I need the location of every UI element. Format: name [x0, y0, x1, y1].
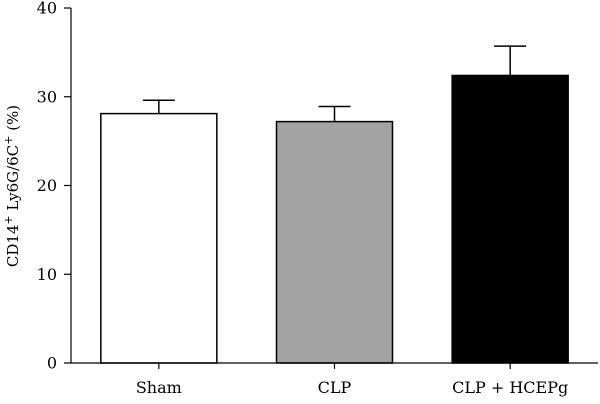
x-category-label: Sham	[136, 378, 182, 397]
y-tick-label: 20	[37, 176, 57, 195]
bar-sham	[100, 112, 218, 364]
bar-clp-hcepg	[451, 74, 569, 364]
y-tick-label: 10	[37, 265, 57, 284]
x-category-label: CLP	[318, 378, 352, 397]
x-category-label: CLP + HCEPg	[452, 378, 568, 397]
labels-layer: Sham CLP CLP + HCEPg 0 10 20 30 40	[37, 0, 569, 397]
y-tick-label: 30	[37, 87, 57, 106]
axes-layer	[64, 7, 598, 369]
bar-clp	[275, 120, 394, 364]
y-axis-title: CD14+ Ly6G/6C+ (%)	[2, 105, 23, 267]
y-tick-label: 0	[47, 354, 57, 373]
y-tick-label: 40	[37, 0, 57, 18]
error-bars-layer	[142, 45, 527, 122]
